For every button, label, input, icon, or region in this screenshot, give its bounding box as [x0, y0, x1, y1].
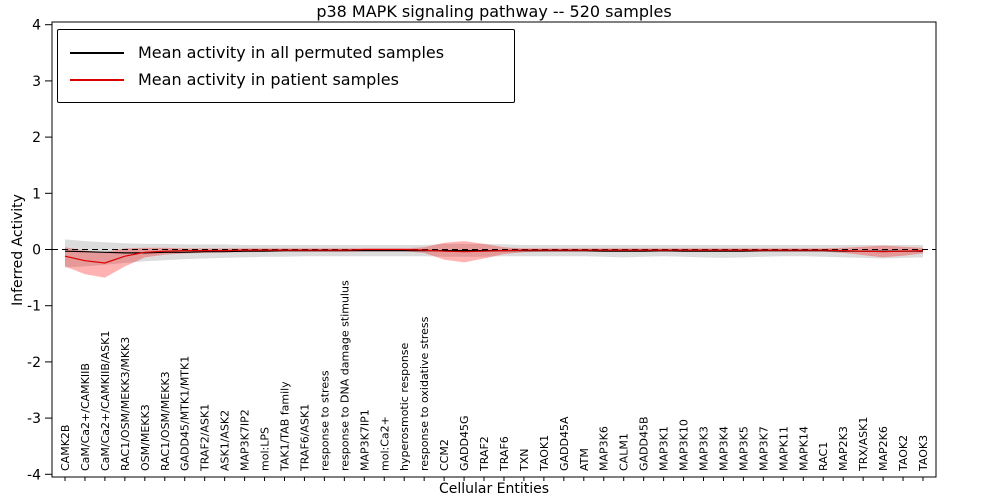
y-tick-label: 4	[32, 18, 41, 34]
x-tick-label: MAP3K7IP2	[239, 409, 252, 471]
x-tick-label: CaM/Ca2+/CAMKIIB	[79, 363, 92, 471]
x-tick-label: OSM/MEKK3	[139, 404, 152, 471]
x-tick-label: mol:LPS	[259, 427, 272, 471]
legend-label-permuted: Mean activity in all permuted samples	[138, 43, 445, 62]
x-tick-label: CCM2	[438, 439, 451, 471]
x-tick-label: MAP3K7	[757, 426, 770, 471]
x-tick-label: ATM	[578, 448, 591, 471]
x-tick-label: MAP3K10	[678, 419, 691, 471]
x-tick-label: CAMK2B	[59, 425, 72, 471]
x-tick-label: mol:Ca2+	[378, 416, 391, 471]
x-tick-label: hyperosmotic response	[398, 342, 411, 471]
x-tick-label: MAPK14	[797, 426, 810, 471]
legend-label-patient: Mean activity in patient samples	[138, 70, 399, 89]
y-tick-label: -2	[27, 355, 41, 371]
y-tick-label: -1	[27, 299, 41, 315]
x-tick-label: TAK1/TAB family	[279, 381, 292, 472]
x-tick-label: GADD45G	[458, 415, 471, 471]
x-tick-label: MAP2K6	[877, 426, 890, 471]
x-tick-label: RAC1	[817, 442, 830, 471]
legend-item-patient: Mean activity in patient samples	[70, 66, 514, 93]
patient-line-swatch	[70, 78, 124, 81]
x-tick-label: MAP3K6	[598, 426, 611, 471]
x-tick-label: GADD45A	[558, 416, 571, 471]
x-tick-label: ASK1/ASK2	[219, 410, 232, 471]
x-tick-label: TAOK3	[917, 435, 930, 472]
y-tick-label: 2	[32, 130, 41, 146]
y-tick-label: -4	[27, 467, 41, 483]
x-tick-label: RAC1/OSM/MEKK3	[159, 371, 172, 471]
x-tick-label: GADD45B	[638, 416, 651, 471]
x-tick-label: response to DNA damage stimulus	[338, 280, 351, 471]
patient-mean-line	[64, 248, 924, 264]
x-tick-label: TAOK2	[897, 435, 910, 472]
x-tick-label: response to oxidative stress	[418, 316, 431, 471]
y-tick-label: 1	[32, 186, 41, 202]
axes-frame	[51, 21, 937, 478]
x-tick-label: MAP3K4	[718, 426, 731, 471]
x-tick-label: TRAF2/ASK1	[199, 404, 212, 472]
x-tick-label: GADD45/MTK1/MTK1	[179, 356, 192, 471]
x-tick-label: MAP3K7IP1	[358, 409, 371, 471]
y-axis-label: Inferred Activity	[10, 194, 26, 306]
x-tick-label: TXN	[518, 449, 531, 472]
x-tick-label: response to stress	[318, 370, 331, 471]
legend: Mean activity in all permuted samples Me…	[57, 29, 515, 103]
y-tick-label: -3	[27, 411, 41, 427]
x-tick-label: TRAF2	[478, 436, 491, 472]
x-tick-label: MAP2K3	[837, 426, 850, 471]
x-tick-label: MAP3K3	[698, 426, 711, 471]
chart-title: p38 MAPK signaling pathway -- 520 sample…	[316, 2, 672, 21]
x-tick-label: MAP3K1	[658, 426, 671, 471]
x-tick-label: TRAF6/ASK1	[298, 404, 311, 472]
x-tick-label: TAOK1	[538, 435, 551, 472]
x-tick-label: CaM/Ca2+/CAMKIIB/ASK1	[99, 331, 112, 471]
legend-item-permuted: Mean activity in all permuted samples	[70, 39, 514, 66]
x-tick-label: MAP3K5	[737, 426, 750, 471]
x-tick-label: MAPK11	[777, 426, 790, 471]
x-tick-label: CALM1	[618, 433, 631, 471]
x-tick-label: TRX/ASK1	[857, 417, 870, 472]
permuted-line-swatch	[70, 51, 124, 54]
permuted-samples-range-band	[65, 239, 923, 268]
x-axis-label: Cellular Entities	[438, 481, 550, 497]
y-tick-label: 3	[32, 74, 41, 90]
x-tick-label: TRAF6	[498, 436, 511, 472]
x-tick-label: RAC1/OSM/MEKK3/MKK3	[119, 337, 132, 471]
y-tick-label: 0	[32, 243, 41, 259]
